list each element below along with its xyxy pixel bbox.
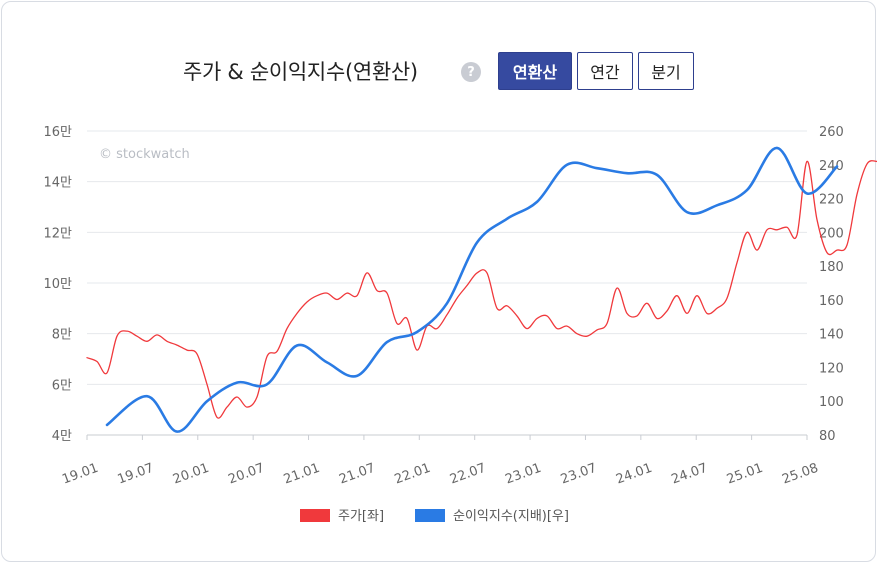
series-line-price xyxy=(86,160,877,419)
y-right-tick-label: 80 xyxy=(819,429,836,444)
period-button-annual[interactable]: 연간 xyxy=(577,52,633,90)
y-right-tick-label: 260 xyxy=(819,125,844,140)
y-right-tick-label: 120 xyxy=(819,361,844,376)
x-tick-label: 23.01 xyxy=(503,461,543,488)
x-tick-label: 21.01 xyxy=(282,461,322,488)
y-left-tick-label: 16만 xyxy=(43,125,72,140)
x-tick-label: 21.07 xyxy=(337,461,377,488)
y-right-tick-label: 160 xyxy=(819,294,844,309)
x-tick-label: 25.08 xyxy=(780,461,820,488)
y-right-tick-label: 100 xyxy=(819,395,844,410)
x-tick-label: 25.01 xyxy=(725,461,765,488)
x-tick-label: 24.07 xyxy=(669,461,709,488)
y-left-tick-label: 8만 xyxy=(52,328,72,343)
chart-title: 주가 & 순이익지수(연환산) xyxy=(183,60,418,84)
period-button-quarterly[interactable]: 분기 xyxy=(638,52,694,90)
y-left-tick-label: 6만 xyxy=(52,378,72,393)
y-left-tick-label: 10만 xyxy=(43,277,72,292)
x-tick-label: 23.07 xyxy=(559,461,599,488)
x-tick-label: 22.01 xyxy=(393,461,433,488)
chart-header: 주가 & 순이익지수(연환산) ? 연환산 연간 분기 xyxy=(0,52,877,94)
legend-swatch xyxy=(300,509,330,522)
y-left-tick-label: 12만 xyxy=(43,226,72,241)
y-right-tick-label: 200 xyxy=(819,226,844,241)
y-left-tick-label: 4만 xyxy=(52,429,72,444)
y-right-tick-label: 220 xyxy=(819,193,844,208)
x-tick-label: 19.07 xyxy=(116,461,156,488)
legend-label: 순이익지수(지배)[우] xyxy=(453,509,569,524)
period-button-annualized[interactable]: 연환산 xyxy=(498,52,572,90)
watermark: © stockwatch xyxy=(99,147,190,162)
x-tick-label: 24.01 xyxy=(614,461,654,488)
x-tick-label: 20.07 xyxy=(226,461,266,488)
y-left-tick-label: 14만 xyxy=(43,176,72,191)
legend-swatch xyxy=(415,509,445,522)
y-right-tick-label: 140 xyxy=(819,328,844,343)
x-tick-label: 20.01 xyxy=(171,461,211,488)
x-tick-label: 22.07 xyxy=(448,461,488,488)
y-right-tick-label: 180 xyxy=(819,260,844,275)
x-tick-label: 19.01 xyxy=(60,461,100,488)
legend-label: 주가[좌] xyxy=(338,509,384,524)
help-icon[interactable]: ? xyxy=(461,62,481,82)
series-line-earnings-index xyxy=(105,146,839,433)
y-right-tick-label: 240 xyxy=(819,159,844,174)
